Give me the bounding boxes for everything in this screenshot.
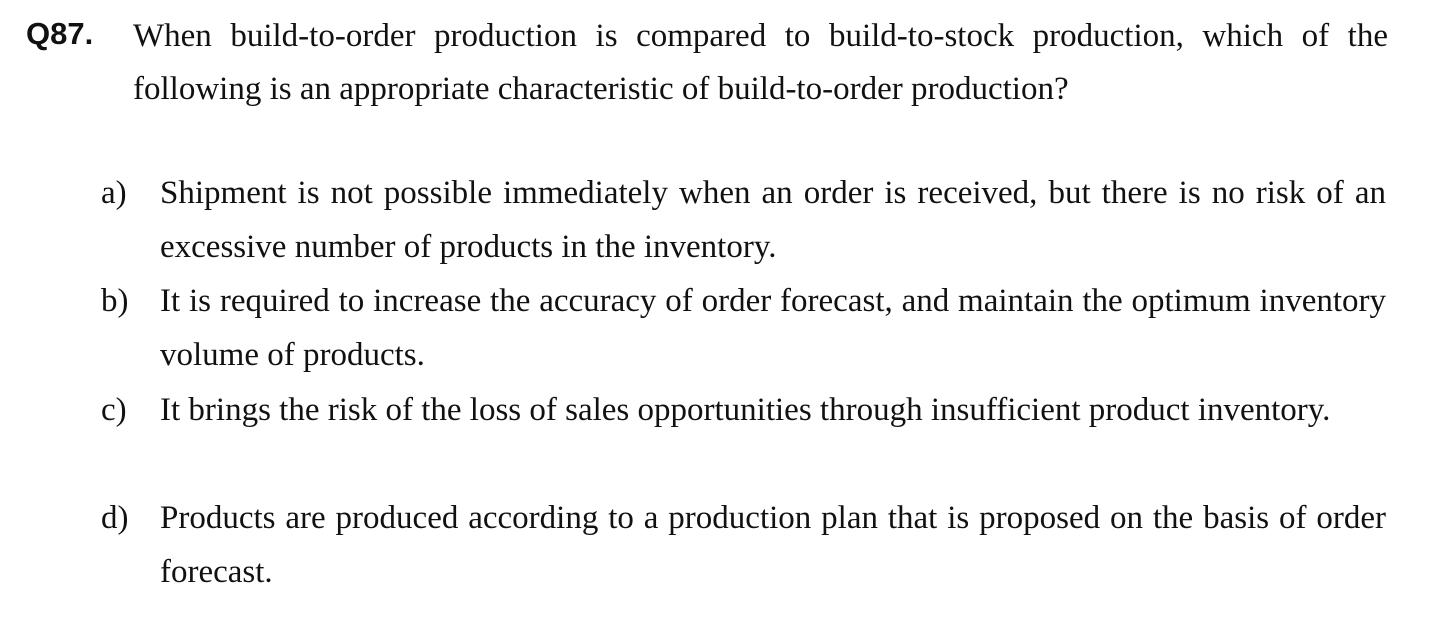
option-d-letter: d) — [101, 500, 129, 536]
question-number: Q87. — [26, 16, 94, 51]
option-b-text: It is required to increase the accuracy … — [160, 283, 1386, 373]
question-text: When build-to-order production is compar… — [133, 18, 1388, 107]
option-a-letter: a) — [101, 175, 127, 211]
option-c-text: It brings the risk of the loss of sales … — [160, 392, 1331, 428]
option-d-text: Products are produced according to a pro… — [160, 500, 1386, 590]
option-a-text: Shipment is not possible immediately whe… — [160, 175, 1386, 265]
option-b-letter: b) — [101, 283, 129, 319]
option-c-letter: c) — [101, 392, 127, 428]
